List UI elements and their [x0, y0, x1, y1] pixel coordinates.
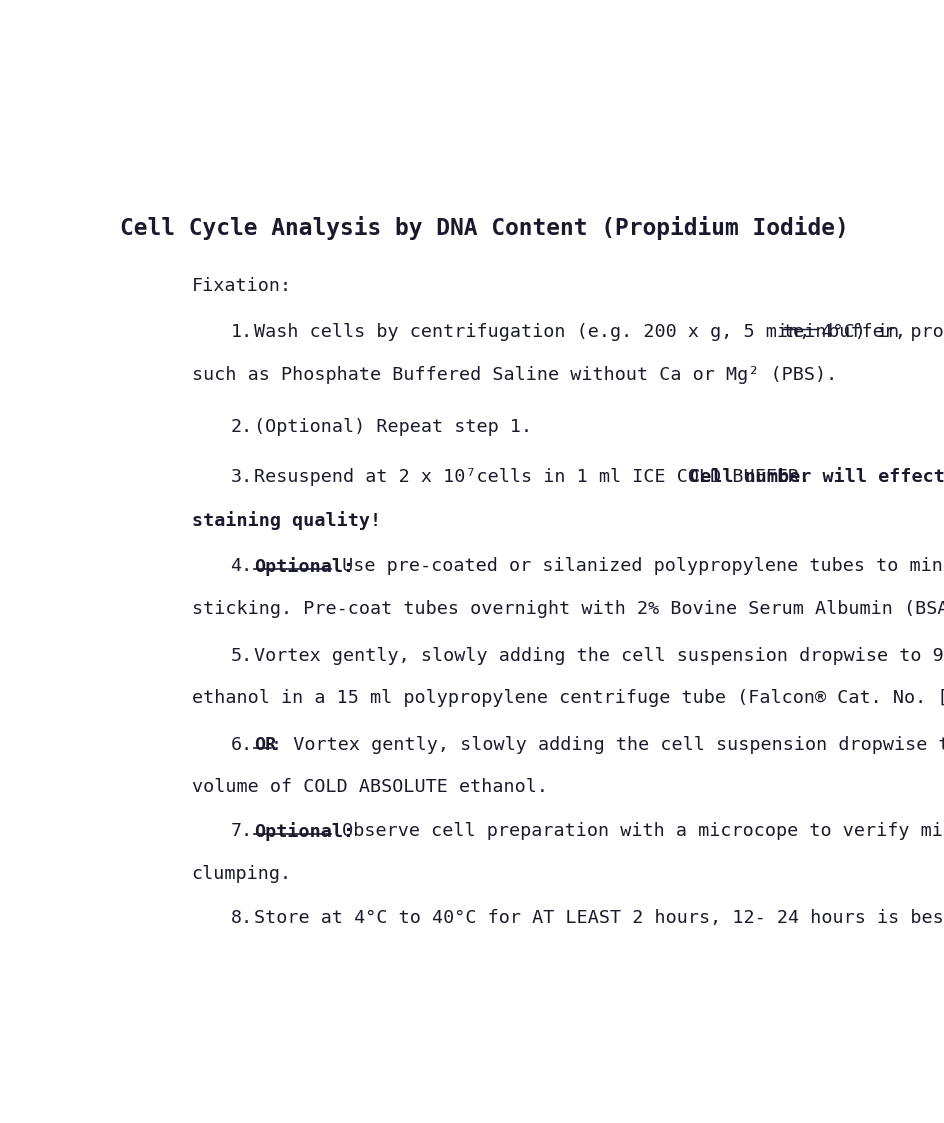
Text: Optional:: Optional:	[254, 557, 353, 576]
Text: such as Phosphate Buffered Saline without Ca or Mg² (PBS).: such as Phosphate Buffered Saline withou…	[192, 366, 836, 384]
Text: 1.: 1.	[230, 323, 252, 341]
Text: Wash cells by centrifugation (e.g. 200 x g, 5 min, 4°C) in pro: Wash cells by centrifugation (e.g. 200 x…	[254, 323, 942, 341]
Text: (Optional) Repeat step 1.: (Optional) Repeat step 1.	[254, 418, 531, 436]
Text: 8.: 8.	[230, 909, 252, 926]
Text: 4.: 4.	[230, 557, 252, 575]
Text: 7.: 7.	[230, 822, 252, 840]
Text: tein: tein	[783, 323, 827, 341]
Text: ethanol in a 15 ml polypropylene centrifuge tube (Falcon® Cat. No. [35]2097).: ethanol in a 15 ml polypropylene centrif…	[192, 690, 944, 707]
Text: staining quality!: staining quality!	[192, 511, 380, 530]
Text: Cell Cycle Analysis by DNA Content (Propidium Iodide): Cell Cycle Analysis by DNA Content (Prop…	[120, 216, 848, 239]
Text: volume of COLD ABSOLUTE ethanol.: volume of COLD ABSOLUTE ethanol.	[192, 778, 548, 796]
Text: buffer,: buffer,	[817, 323, 905, 341]
Text: Cell number will effect: Cell number will effect	[688, 468, 944, 486]
Text: OR: OR	[254, 737, 276, 755]
Text: 6.: 6.	[230, 737, 252, 755]
Text: 2.: 2.	[230, 418, 252, 436]
Text: Observe cell preparation with a microcope to verify minimum cell: Observe cell preparation with a microcop…	[330, 822, 944, 840]
Text: Store at 4°C to 40°C for AT LEAST 2 hours, 12- 24 hours is best. Can be: Store at 4°C to 40°C for AT LEAST 2 hour…	[254, 909, 944, 926]
Text: Fixation:: Fixation:	[192, 277, 292, 295]
Text: Vortex gently, slowly adding the cell suspension dropwise to 9 ml of 70%: Vortex gently, slowly adding the cell su…	[254, 647, 944, 665]
Text: : Vortex gently, slowly adding the cell suspension dropwise to an equal: : Vortex gently, slowly adding the cell …	[271, 737, 944, 755]
Text: Use pre-coated or silanized polypropylene tubes to minimize: Use pre-coated or silanized polypropylen…	[330, 557, 944, 575]
Text: 5.: 5.	[230, 647, 252, 665]
Text: clumping.: clumping.	[192, 865, 292, 883]
Text: Resuspend at 2 x 10⁷cells in 1 ml ICE COLD BUFFER.: Resuspend at 2 x 10⁷cells in 1 ml ICE CO…	[254, 468, 820, 486]
Text: sticking. Pre-coat tubes overnight with 2% Bovine Serum Albumin (BSA) in PBS.: sticking. Pre-coat tubes overnight with …	[192, 600, 944, 618]
Text: 3.: 3.	[230, 468, 252, 486]
Text: Optional:: Optional:	[254, 822, 353, 841]
